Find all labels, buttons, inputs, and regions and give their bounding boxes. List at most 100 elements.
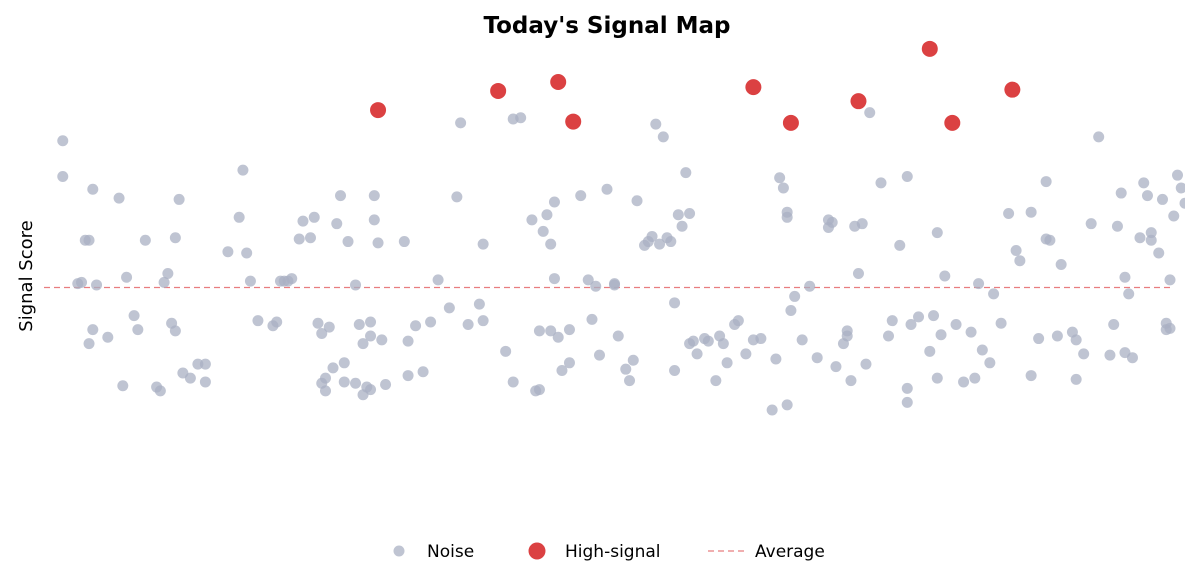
noise-point [222, 246, 234, 258]
noise-point [901, 382, 913, 394]
noise-point [796, 334, 808, 346]
noise-point [83, 338, 95, 350]
noise-point [113, 192, 125, 204]
noise-point [376, 334, 388, 346]
noise-point [432, 274, 444, 286]
high-signal-point [550, 74, 567, 91]
noise-point [777, 182, 789, 194]
noise-point [1145, 234, 1157, 246]
noise-point [304, 232, 316, 244]
noise-point [732, 315, 744, 327]
noise-point [1044, 234, 1056, 246]
noise-point [1051, 330, 1063, 342]
legend-label-noise: Noise [427, 542, 474, 562]
noise-point [654, 238, 666, 250]
noise-point [582, 274, 594, 286]
noise-point [841, 330, 853, 342]
noise-point [627, 354, 639, 366]
legend-marker-high [528, 542, 546, 560]
noise-point [1156, 193, 1168, 205]
noise-point [1119, 271, 1131, 283]
noise-point [316, 327, 328, 339]
chart-title: Today's Signal Map [483, 13, 730, 39]
noise-point [338, 357, 350, 369]
noise-point [169, 325, 181, 337]
noise-point [533, 384, 545, 396]
noise-point [931, 227, 943, 239]
noise-point [710, 375, 722, 387]
noise-point [353, 319, 365, 331]
noise-point [1070, 373, 1082, 385]
noise-point [335, 190, 347, 202]
noise-point [721, 357, 733, 369]
noise-point [154, 385, 166, 397]
noise-point [770, 353, 782, 365]
noise-point [1175, 182, 1185, 194]
noise-point [811, 352, 823, 364]
noise-point [774, 172, 786, 184]
noise-point [657, 131, 669, 143]
noise-point [252, 315, 264, 327]
noise-point [684, 207, 696, 219]
noise-point [545, 238, 557, 250]
noise-point [1164, 274, 1176, 286]
noise-point [556, 364, 568, 376]
noise-point [184, 372, 196, 384]
noise-point [691, 348, 703, 360]
noise-point [545, 325, 557, 337]
noise-point [462, 319, 474, 331]
noise-point [928, 310, 940, 322]
noise-point [931, 372, 943, 384]
noise-point [241, 247, 253, 259]
noise-point [965, 326, 977, 338]
noise-point [785, 304, 797, 316]
noise-point [402, 370, 414, 382]
noise-point [1145, 227, 1157, 239]
noise-point [650, 118, 662, 130]
noise-point [473, 298, 485, 310]
noise-point [766, 404, 778, 416]
high-signal-point [745, 79, 762, 96]
high-signal-point [850, 93, 867, 110]
noise-point [609, 279, 621, 291]
noise-point [102, 331, 114, 343]
noise-point [327, 362, 339, 374]
noise-point [590, 280, 602, 292]
high-signal-point [490, 82, 507, 99]
noise-point [417, 366, 429, 378]
noise-point [1111, 220, 1123, 232]
noise-point [128, 310, 140, 322]
noise-point [687, 335, 699, 347]
legend: Noise High-signal Average [393, 542, 825, 562]
noise-point [1134, 232, 1146, 244]
noise-point [477, 238, 489, 250]
noise-point [864, 107, 876, 119]
noise-point [781, 206, 793, 218]
noise-point [856, 218, 868, 230]
noise-point [973, 278, 985, 290]
noise-point [1010, 244, 1022, 256]
noise-point [365, 330, 377, 342]
noise-point [1070, 334, 1082, 346]
noise-point [1003, 207, 1015, 219]
noise-point [1115, 187, 1127, 199]
noise-point [1108, 319, 1120, 331]
noise-point [1025, 370, 1037, 382]
noise-point [199, 358, 211, 370]
noise-point [901, 396, 913, 408]
noise-point [1141, 190, 1153, 202]
noise-point [312, 317, 324, 329]
noise-point [894, 239, 906, 251]
noise-point [338, 376, 350, 388]
noise-point [323, 321, 335, 333]
noise-point [612, 330, 624, 342]
legend-label-average: Average [755, 542, 825, 562]
noise-point [117, 380, 129, 392]
noise-point [297, 215, 309, 227]
noise-point [665, 236, 677, 248]
noise-point [455, 117, 467, 129]
noise-point [984, 357, 996, 369]
legend-label-high: High-signal [565, 542, 661, 562]
noise-point [237, 164, 249, 176]
